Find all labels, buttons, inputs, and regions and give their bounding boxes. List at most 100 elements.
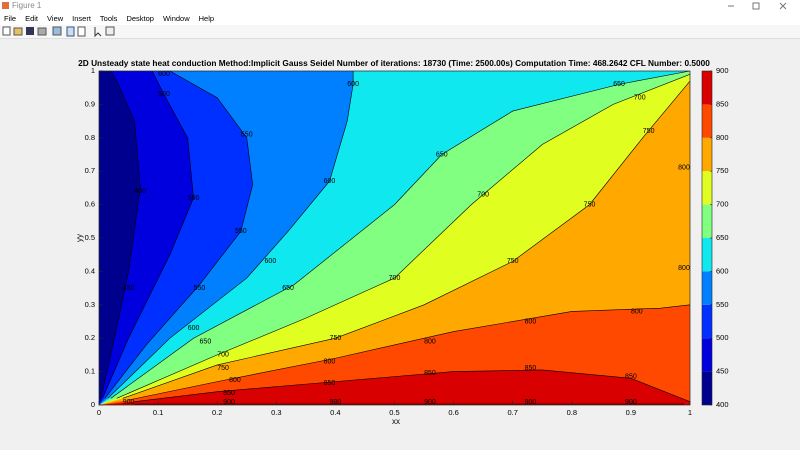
contour-label: 500 xyxy=(158,91,170,98)
y-tick-label: 0.7 xyxy=(85,166,95,175)
colorbar-band xyxy=(702,171,712,205)
contour-label: 750 xyxy=(330,335,342,342)
contour-label: 700 xyxy=(389,275,401,282)
contour-label: 750 xyxy=(584,201,596,208)
colorbar-tick-label: 650 xyxy=(716,233,729,242)
colorbar-band xyxy=(702,137,712,172)
y-tick-label: 0.3 xyxy=(85,300,95,309)
contour-label: 900 xyxy=(123,399,135,406)
contour-label: 500 xyxy=(188,195,200,202)
menu-item[interactable]: Window xyxy=(162,14,190,23)
close[interactable] xyxy=(779,2,787,10)
window-controls xyxy=(728,2,787,10)
colorbar-tick-label: 550 xyxy=(716,300,729,309)
window-title: Figure 1 xyxy=(12,1,42,10)
contour-label: 650 xyxy=(613,81,625,88)
x-tick-label: 0.4 xyxy=(330,408,340,417)
contour-label: 450 xyxy=(123,285,135,292)
contour-label: 600 xyxy=(158,71,170,78)
contour-label: 850 xyxy=(625,373,637,380)
save-icon[interactable] xyxy=(26,27,34,35)
colorbar-icon[interactable] xyxy=(66,26,75,37)
contour-line xyxy=(107,71,354,399)
print-icon[interactable] xyxy=(37,27,47,36)
contour-line xyxy=(102,71,194,399)
maximize[interactable] xyxy=(752,2,760,10)
menu-item[interactable]: View xyxy=(47,14,64,23)
contour-label: 650 xyxy=(436,151,448,158)
colorbar-tick-label: 450 xyxy=(716,367,729,376)
x-tick-label: 0.8 xyxy=(567,408,577,417)
y-tick-label: 0.2 xyxy=(85,333,95,342)
colorbar-tick-label: 700 xyxy=(716,200,729,209)
colorbar-tick-label: 900 xyxy=(716,66,729,75)
x-tick-label: 0.5 xyxy=(389,408,399,417)
toolbar xyxy=(0,25,800,39)
contour-label: 550 xyxy=(194,285,206,292)
y-tick-label: 0.4 xyxy=(85,266,95,275)
contour-label: 900 xyxy=(525,399,537,406)
menu-item[interactable]: Insert xyxy=(72,14,91,23)
contour-line xyxy=(134,369,690,402)
contour-line xyxy=(110,71,690,399)
new-icon[interactable] xyxy=(2,26,11,36)
contour-label: 650 xyxy=(282,285,294,292)
pointer-icon[interactable] xyxy=(94,27,102,38)
x-axis-label: xx xyxy=(392,417,400,426)
contour-label: 600 xyxy=(324,178,336,185)
menu-item[interactable]: Edit xyxy=(25,14,39,23)
menu-item[interactable]: Tools xyxy=(99,14,118,23)
menu-bar: File Edit View Insert Tools Desktop Window Help xyxy=(0,12,800,25)
colorbar-band xyxy=(702,271,712,305)
x-tick-label: 0.7 xyxy=(507,408,517,417)
contour-label: 450 xyxy=(135,188,147,195)
contour-line xyxy=(104,71,253,399)
contour-label: 600 xyxy=(188,325,200,332)
contour-label: 650 xyxy=(200,338,212,345)
colorbar-band xyxy=(702,338,712,372)
contour-label: 550 xyxy=(241,131,253,138)
x-tick-label: 0 xyxy=(97,408,101,417)
contour-label: 850 xyxy=(324,380,336,387)
contour-label: 850 xyxy=(223,390,235,397)
x-tick-label: 0.1 xyxy=(153,408,163,417)
contour-label: 800 xyxy=(631,308,643,315)
menu-item[interactable]: File xyxy=(4,14,17,23)
link-icon[interactable] xyxy=(52,26,62,36)
contour-label: 600 xyxy=(265,258,277,265)
x-tick-label: 0.9 xyxy=(626,408,636,417)
contour-label: 800 xyxy=(525,318,537,325)
y-tick-label: 0 xyxy=(91,400,95,409)
contour-label: 750 xyxy=(507,258,519,265)
contour-label: 800 xyxy=(229,377,241,384)
colorbar-tick-label: 800 xyxy=(716,133,729,142)
y-tick-label: 0.5 xyxy=(85,233,95,242)
x-tick-label: 0.2 xyxy=(212,408,222,417)
menu-item[interactable]: Desktop xyxy=(126,14,154,23)
contour-label: 800 xyxy=(678,265,690,272)
open-icon[interactable] xyxy=(13,27,23,36)
colorbar-tick-label: 400 xyxy=(716,400,729,409)
colorbar-band xyxy=(702,104,712,138)
contour-line xyxy=(128,304,690,401)
contour-label: 600 xyxy=(347,81,359,88)
menu-item[interactable]: Help xyxy=(198,14,215,23)
legend-icon[interactable] xyxy=(77,26,86,37)
contour-line xyxy=(122,80,690,399)
contour-label: 800 xyxy=(324,358,336,365)
y-tick-label: 0.8 xyxy=(85,133,95,142)
colorbar-band xyxy=(702,238,712,272)
colorbar-band xyxy=(702,304,712,339)
colorbar-tick-label: 850 xyxy=(716,99,729,108)
contour-line xyxy=(100,71,141,399)
colorbar-band xyxy=(702,204,712,238)
contour-label: 750 xyxy=(643,128,655,135)
dock-icon[interactable] xyxy=(105,26,115,36)
chart-title: 2D Unsteady state heat conduction Method… xyxy=(78,58,710,68)
y-axis-label: yy xyxy=(75,234,84,242)
band-fill xyxy=(99,369,690,405)
contour-label: 800 xyxy=(424,338,436,345)
contour-label: 900 xyxy=(223,399,235,406)
